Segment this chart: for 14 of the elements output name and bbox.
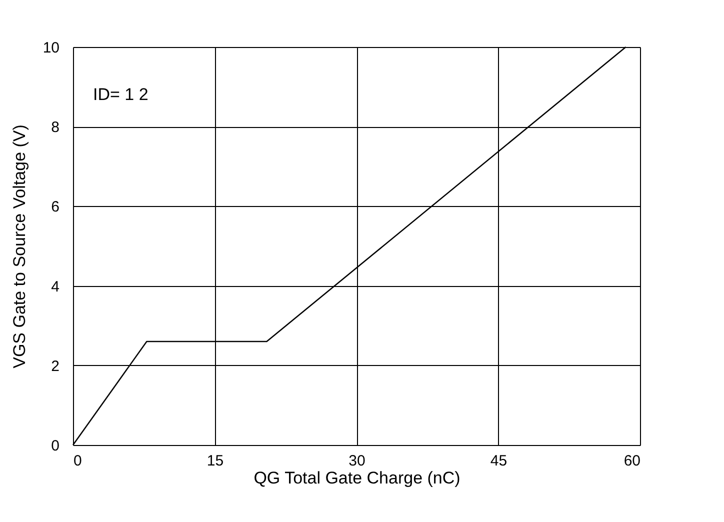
x-tick-label: 45 — [490, 452, 508, 470]
annotation: ID= 1 2 — [93, 85, 148, 104]
y-tick-label: 2 — [51, 358, 60, 375]
y-tick-label: 4 — [51, 278, 60, 296]
x-tick-label: 30 — [348, 452, 366, 470]
x-axis-title: QG Total Gate Charge (nC) — [254, 468, 460, 488]
x-tick-label: 60 — [624, 452, 640, 470]
y-axis-title: VGS Gate to Source Voltage (V) — [10, 124, 29, 368]
y-tick-label: 0 — [51, 438, 60, 454]
x-tick-label: 0 — [74, 452, 82, 470]
y-tick-label: 8 — [51, 119, 60, 136]
y-tick-label: 6 — [51, 198, 60, 216]
x-tick-label: 15 — [206, 452, 224, 470]
y-tick-label: 10 — [42, 40, 60, 56]
